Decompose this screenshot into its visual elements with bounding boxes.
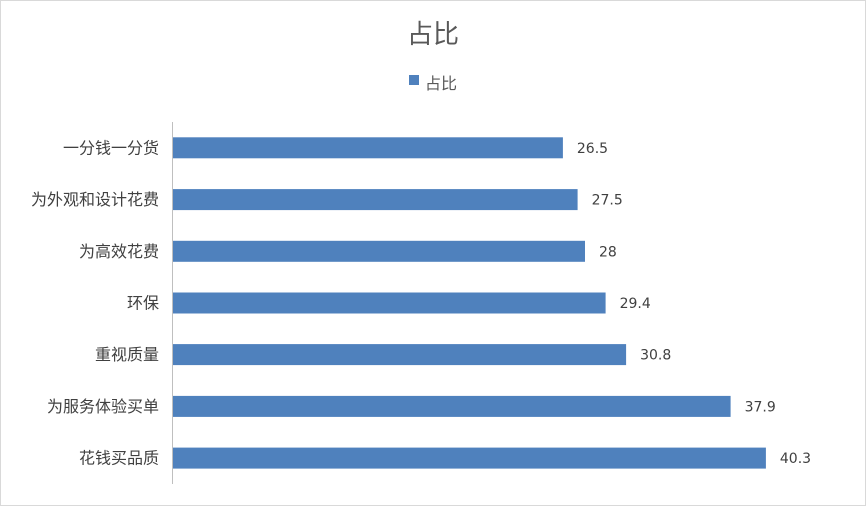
value-label-7: 40.3 [780, 451, 811, 467]
category-label-1: 一分钱一分货 [63, 138, 159, 157]
category-label-3: 为高效花费 [79, 242, 159, 261]
chart-title: 占比 [406, 20, 459, 50]
value-label-1: 26.5 [577, 141, 608, 157]
category-label-2: 为外观和设计花费 [31, 190, 159, 209]
category-label-5: 重视质量 [95, 345, 159, 364]
bar-1 [173, 137, 563, 159]
value-label-4: 29.4 [620, 296, 651, 312]
bar-7 [173, 447, 766, 469]
bar-6 [173, 395, 731, 417]
bar-group: 一分钱一分货 26.5 为外观和设计花费 27.5 为高效花费 28 环保 29.4 重视质量 3… [31, 137, 811, 469]
bar-5 [173, 344, 627, 366]
category-label-7: 花钱买品质 [79, 449, 159, 468]
bar-4 [173, 292, 606, 314]
legend: 占比 [0, 70, 866, 94]
legend-swatch [408, 75, 419, 85]
value-label-3: 28 [599, 244, 617, 260]
value-label-6: 37.9 [745, 399, 776, 415]
category-label-4: 环保 [127, 294, 159, 313]
value-label-5: 30.8 [640, 348, 671, 364]
bar-2 [173, 189, 578, 211]
legend-label: 占比 [424, 74, 457, 93]
bar-3 [173, 240, 585, 262]
category-label-6: 为服务体验买单 [47, 397, 159, 416]
value-label-2: 27.5 [592, 193, 623, 209]
